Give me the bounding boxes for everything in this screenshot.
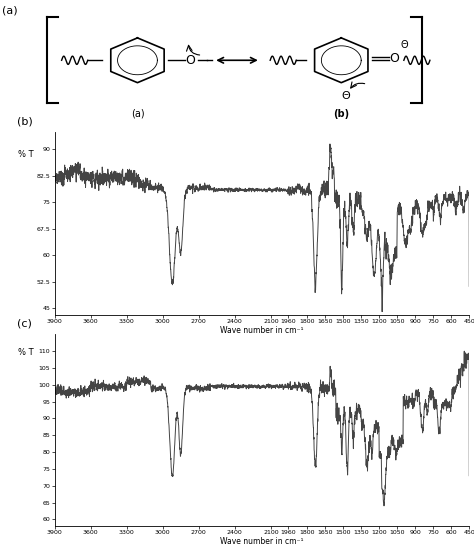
Text: O: O [390, 52, 399, 65]
Text: (b): (b) [333, 109, 349, 119]
Text: (a): (a) [2, 5, 18, 15]
Text: Θ: Θ [342, 92, 350, 101]
Y-axis label: % T: % T [18, 150, 33, 159]
Text: (b): (b) [17, 116, 33, 126]
Text: (a): (a) [131, 109, 144, 119]
X-axis label: Wave number in cm⁻¹: Wave number in cm⁻¹ [220, 536, 304, 546]
X-axis label: Wave number in cm⁻¹: Wave number in cm⁻¹ [220, 326, 304, 335]
Text: (c): (c) [17, 318, 32, 329]
Text: Θ: Θ [400, 40, 408, 50]
Y-axis label: % T: % T [18, 349, 33, 357]
Text: O: O [186, 54, 195, 67]
